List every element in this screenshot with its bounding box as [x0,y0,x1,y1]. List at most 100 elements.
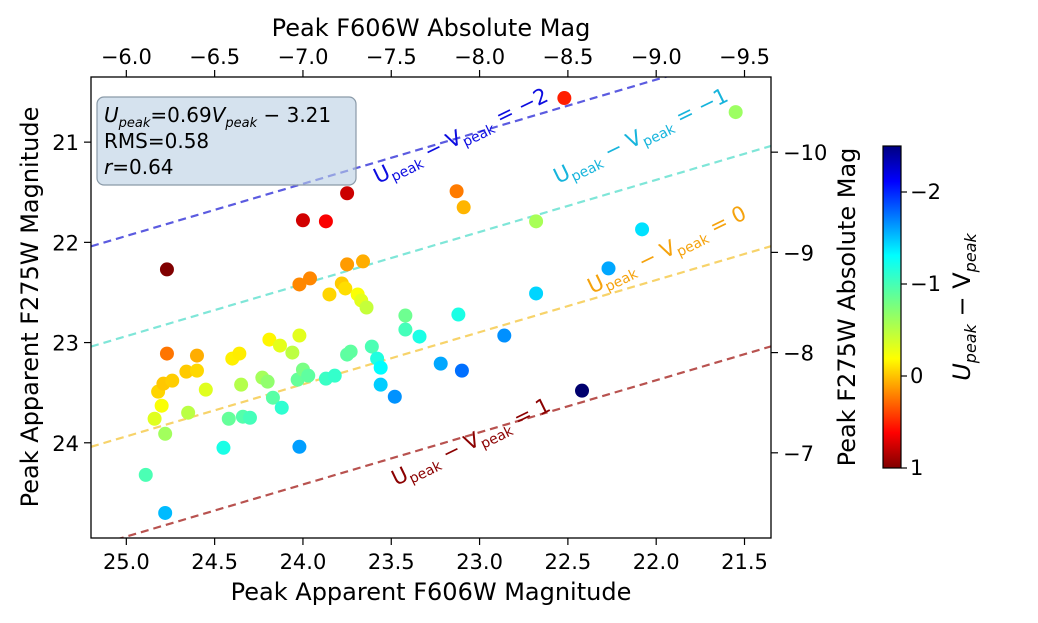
data-point [575,383,590,398]
colorbar-tick-label: 0 [910,364,923,388]
x-tick-label: 23.0 [456,550,503,574]
y-tick-label: 23 [52,332,79,356]
colorbar-ticks: −2 −1 0 1 [901,180,941,480]
reference-lines [91,77,771,538]
ref-label-0: Upeak − Vpeak = 0 [584,201,752,302]
y-axis-ticks: 21 22 23 24 [52,131,91,456]
data-point [285,345,300,360]
data-point [327,368,342,383]
data-point [529,214,544,229]
data-point [601,261,616,276]
data-point [292,439,307,454]
reference-line-0 [91,77,669,248]
top-tick-label: −9.5 [719,45,770,69]
colorbar-gradient [882,145,902,469]
data-point [147,411,162,426]
data-point [449,184,464,199]
top-tick-label: −8.5 [542,45,593,69]
data-point [635,222,650,237]
x-axis-ticks: 25.0 24.5 24.0 23.5 23.0 22.5 22.0 21.5 [103,538,768,574]
data-point [451,307,466,322]
data-point [728,105,743,120]
data-point [221,411,236,426]
top-tick-label: −7.5 [366,45,417,69]
colorbar: −2 −1 0 1 Upeak − Vpeak [882,145,980,480]
reference-line-3 [117,345,771,538]
top-axis-label: Peak F606W Absolute Mag [272,14,591,42]
data-point [303,271,318,286]
data-point [497,328,512,343]
x-tick-label: 24.0 [280,550,327,574]
data-point [301,368,316,383]
colorbar-label: Upeak − Vpeak [948,233,980,381]
data-point [340,257,355,272]
data-point [412,329,427,344]
data-point [262,332,277,347]
data-point [165,373,180,388]
top-tick-label: −6.5 [189,45,240,69]
right-axis-label: Peak F275W Absolute Mag [833,148,861,467]
data-point [242,410,257,425]
data-point [356,254,370,269]
x-tick-label: 22.5 [545,550,592,574]
top-tick-label: −7.0 [277,45,328,69]
data-point [159,262,174,277]
data-point [364,339,379,354]
fit-annotation-box: Upeak=0.69Vpeak − 3.21 RMS=0.58 r=0.64 [96,96,357,186]
data-point [373,377,388,392]
colorbar-tick-label: −1 [910,272,941,296]
data-point [295,213,310,228]
top-tick-label: −9.0 [631,45,682,69]
right-axis-ticks: −10 −9 −8 −7 [771,141,827,466]
x-tick-label: 24.5 [191,550,238,574]
x-tick-label: 23.5 [368,550,415,574]
data-point [318,214,333,229]
data-point [232,346,247,361]
x-tick-label: 22.0 [633,550,680,574]
data-point [198,382,213,397]
data-point [265,390,280,405]
y-tick-label: 22 [52,231,79,255]
data-point [343,344,358,359]
data-point [433,356,448,371]
data-point [322,287,337,302]
data-point [292,328,307,343]
colorbar-tick-label: −2 [910,180,941,204]
right-tick-label: −7 [783,442,814,466]
data-point [158,505,173,520]
data-point [216,440,231,455]
top-axis-ticks: −6.0 −6.5 −7.0 −7.5 −8.0 −8.5 −9.0 −9.5 [101,45,770,77]
right-tick-label: −8 [783,342,814,366]
data-point [398,322,413,337]
y-axis-label: Peak Apparent F275W Magnitude [16,107,44,508]
colorbar-tick-label: 1 [910,456,923,480]
reference-line-2 [91,245,771,448]
data-point [338,281,353,296]
data-point [154,398,169,413]
data-point [234,377,249,392]
data-point [387,389,402,404]
data-point [529,286,544,301]
data-point [456,200,471,215]
data-point [557,91,572,106]
data-point [159,346,174,361]
data-point [274,400,289,415]
top-tick-label: −8.0 [454,45,505,69]
reference-line-1 [91,144,771,348]
data-point [138,467,153,482]
top-tick-label: −6.0 [101,45,152,69]
data-point [292,277,307,292]
data-point [189,348,204,363]
data-point [260,374,275,389]
x-tick-label: 21.5 [721,550,768,574]
data-point [359,300,374,315]
plot-frame [90,76,772,539]
ref-label-minus2: Upeak − Vpeak = −2 [370,83,554,192]
ref-label-1: Upeak − Vpeak = 1 [388,393,556,494]
fit-equation: Upeak=0.69Vpeak − 3.21 [104,103,331,131]
data-point [181,405,196,420]
right-tick-label: −9 [783,241,814,265]
fit-rms: RMS=0.58 [104,129,209,153]
data-point [398,308,413,323]
